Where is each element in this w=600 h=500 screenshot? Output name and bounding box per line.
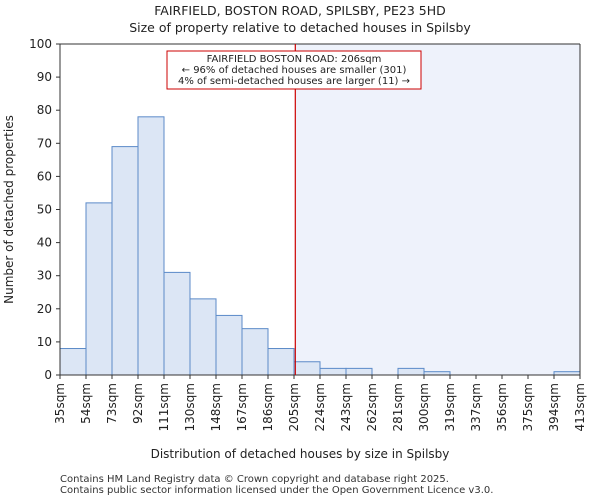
bar [241,328,269,376]
y-tick-label: 10 [37,335,52,349]
x-tick-label: 281sqm [391,383,405,431]
bar [319,367,347,376]
bar [215,314,243,376]
bar [267,348,295,376]
y-tick-label: 0 [44,368,52,382]
x-tick-label: 167sqm [235,383,249,431]
bar [59,348,87,376]
x-tick-label: 54sqm [79,383,93,424]
x-tick-label: 186sqm [261,383,275,431]
y-tick-label: 20 [37,302,52,316]
bar [397,367,425,376]
x-tick-label: 413sqm [573,383,587,431]
x-tick-label: 319sqm [443,383,457,431]
y-tick-label: 70 [37,136,52,150]
footer-copyright: Contains HM Land Registry data © Crown c… [60,474,449,485]
annotation-line-2: ← 96% of detached houses are smaller (30… [182,65,407,76]
bar [293,361,321,376]
x-tick-label: 148sqm [209,383,223,431]
bar [85,202,113,376]
y-tick-label: 50 [37,203,52,217]
x-tick-label: 262sqm [365,383,379,431]
bar [345,367,373,376]
y-tick-label: 30 [37,269,52,283]
x-tick-label: 35sqm [53,383,67,424]
chart-title: FAIRFIELD, BOSTON ROAD, SPILSBY, PE23 5H… [154,3,446,18]
x-tick-label: 205sqm [287,383,301,431]
y-tick-label: 90 [37,70,52,84]
x-tick-label: 337sqm [469,383,483,431]
chart-subtitle: Size of property relative to detached ho… [129,20,471,35]
bar [163,271,191,376]
annotation-line-3: 4% of semi-detached houses are larger (1… [178,76,410,87]
bar [137,116,165,376]
x-tick-label: 375sqm [521,383,535,431]
bar [111,146,139,376]
annotation-box [166,50,422,90]
x-tick-label: 356sqm [495,383,509,431]
x-tick-label: 111sqm [157,383,171,431]
bar [189,298,217,376]
x-tick-label: 92sqm [131,383,145,424]
x-tick-label: 243sqm [339,383,353,431]
x-tick-label: 300sqm [417,383,431,431]
y-tick-label: 100 [29,37,52,51]
x-tick-label: 394sqm [547,383,561,431]
annotation-line-1: FAIRFIELD BOSTON ROAD: 206sqm [207,54,382,65]
y-axis-label: Number of detached properties [2,115,16,304]
y-tick-label: 80 [37,103,52,117]
x-axis-label: Distribution of detached houses by size … [151,447,450,461]
x-tick-label: 130sqm [183,383,197,431]
y-tick-label: 60 [37,169,52,183]
x-tick-label: 73sqm [105,383,119,424]
footer-licence: Contains public sector information licen… [60,485,494,496]
highlight-region [295,44,580,375]
y-tick-label: 40 [37,236,52,250]
x-tick-label: 224sqm [313,383,327,431]
